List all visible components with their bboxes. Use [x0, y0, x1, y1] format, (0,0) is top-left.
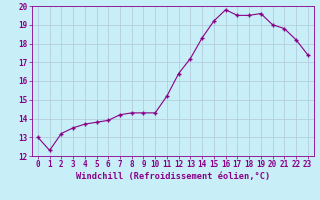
X-axis label: Windchill (Refroidissement éolien,°C): Windchill (Refroidissement éolien,°C) — [76, 172, 270, 181]
